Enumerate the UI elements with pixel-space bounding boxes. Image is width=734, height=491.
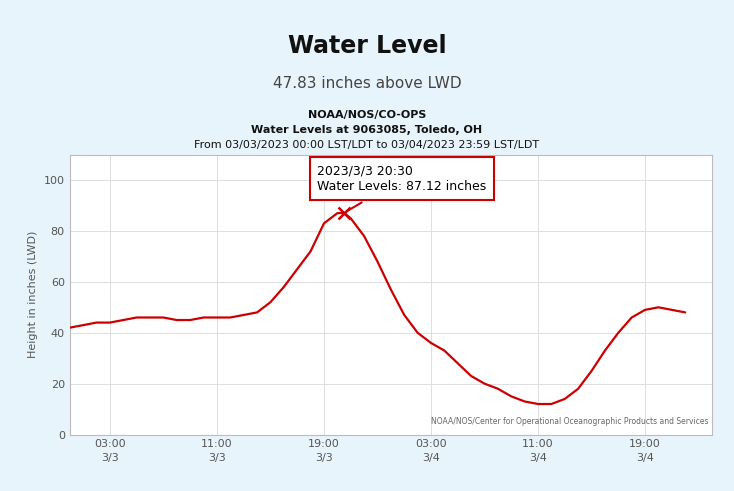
Y-axis label: Height in inches (LWD): Height in inches (LWD) [29,231,38,358]
Text: NOAA/NOS/Center for Operational Oceanographic Products and Services: NOAA/NOS/Center for Operational Oceanogr… [432,417,709,426]
Text: 2023/3/3 20:30
Water Levels: 87.12 inches: 2023/3/3 20:30 Water Levels: 87.12 inche… [317,165,487,212]
Text: 47.83 inches above LWD: 47.83 inches above LWD [273,76,461,91]
Text: Water Level: Water Level [288,34,446,58]
Text: NOAA/NOS/CO-OPS: NOAA/NOS/CO-OPS [308,110,426,120]
Text: From 03/03/2023 00:00 LST/LDT to 03/04/2023 23:59 LST/LDT: From 03/03/2023 00:00 LST/LDT to 03/04/2… [195,140,539,150]
Text: Water Levels at 9063085, Toledo, OH: Water Levels at 9063085, Toledo, OH [252,125,482,135]
